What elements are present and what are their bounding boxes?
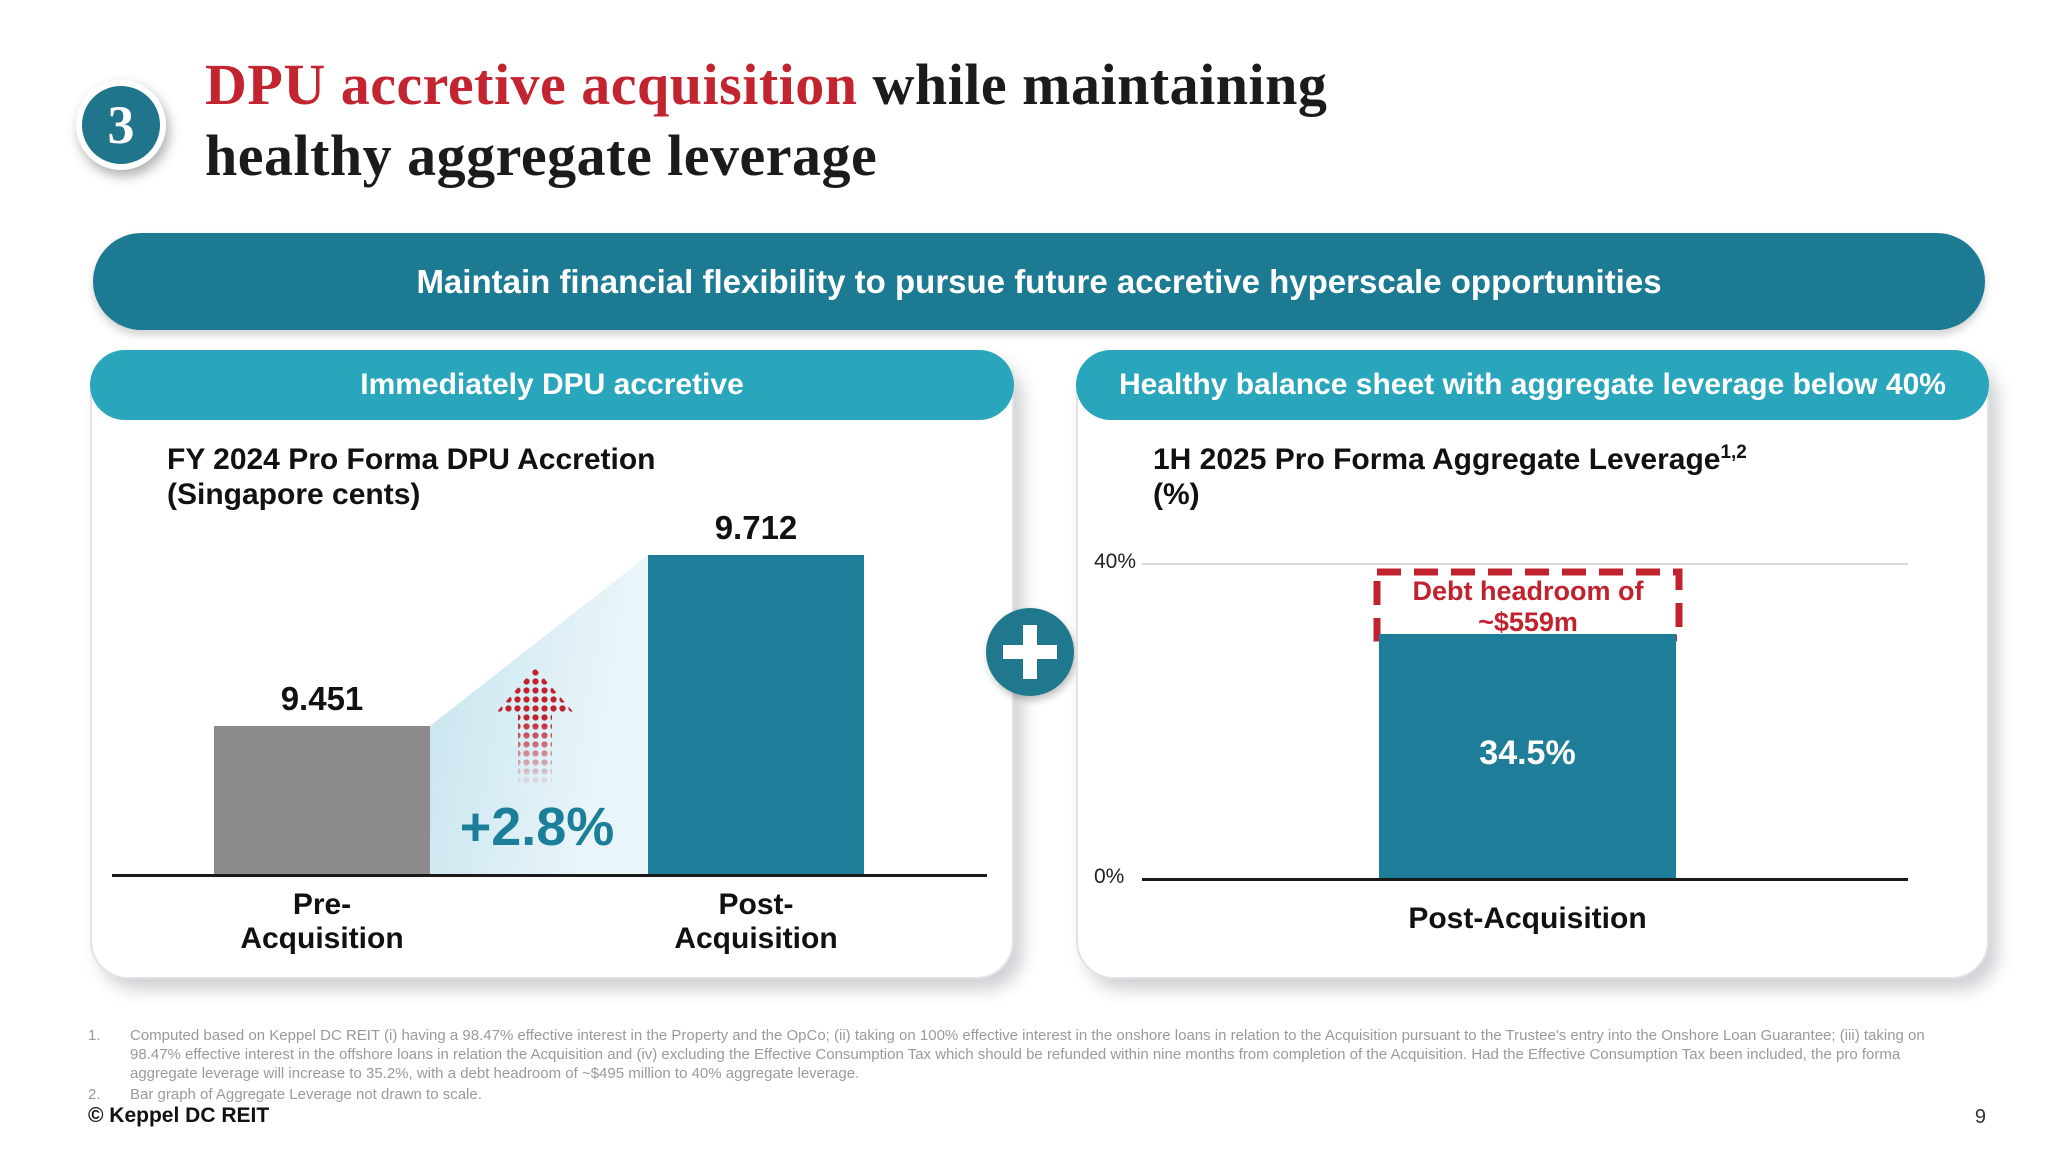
title-line2: healthy aggregate leverage <box>205 122 878 188</box>
right-panel-header: Healthy balance sheet with aggregate lev… <box>1076 350 1989 420</box>
left-panel-header: Immediately DPU accretive <box>90 350 1014 420</box>
page-number: 9 <box>1974 1106 1986 1128</box>
left-chart-unit-label: (Singapore cents) <box>167 478 421 512</box>
footnote-1: 1. Computed based on Keppel DC REIT (i) … <box>88 1026 1964 1083</box>
right-x-axis <box>1142 878 1908 881</box>
dpu-delta-label: +2.8% <box>459 797 615 857</box>
footnotes: 1. Computed based on Keppel DC REIT (i) … <box>88 1026 1964 1106</box>
left-panel-header-text: Immediately DPU accretive <box>360 368 744 401</box>
footnote-1-number: 1. <box>88 1027 101 1044</box>
bar-pre-acquisition <box>214 726 430 874</box>
right-chart-unit-label: (%) <box>1153 478 1200 512</box>
aggregate-leverage-panel: Healthy balance sheet with aggregate lev… <box>1076 350 1989 979</box>
leverage-value-label: 34.5% <box>1479 734 1576 772</box>
gridline-40pct <box>1142 563 1908 565</box>
right-chart-title-text: 1H 2025 Pro Forma Aggregate Leverage <box>1153 443 1721 476</box>
section-number: 3 <box>107 95 135 155</box>
category-label-post-acquisition-right: Post-Acquisition <box>1408 902 1647 935</box>
value-label-pre-acquisition: 9.451 <box>280 680 364 717</box>
footnote-2-number: 2. <box>88 1086 101 1104</box>
footnote-reference: 1,2 <box>1720 442 1747 463</box>
footnote-2: 2. Bar graph of Aggregate Leverage not d… <box>88 1085 1964 1104</box>
category-label-pre-acquisition: Pre-Acquisition <box>240 888 404 955</box>
left-chart-title: FY 2024 Pro Forma DPU Accretion (Singapo… <box>167 442 656 513</box>
bar-post-acquisition-leverage <box>1379 634 1676 878</box>
bar-post-acquisition <box>648 555 864 874</box>
plus-icon <box>986 608 1074 696</box>
value-label-post-acquisition: 9.712 <box>714 509 798 546</box>
title-highlight: DPU accretive acquisition <box>205 52 858 117</box>
left-chart-title-line1: FY 2024 Pro Forma DPU Accretion <box>167 443 656 476</box>
footnote-2-text: Bar graph of Aggregate Leverage not draw… <box>130 1086 482 1104</box>
y-tick-0pct: 0% <box>1094 865 1125 888</box>
debt-headroom-line2: ~$559m <box>1478 607 1578 638</box>
key-message-text: Maintain financial flexibility to pursue… <box>416 262 1662 300</box>
copyright-text: © Keppel DC REIT <box>88 1104 270 1127</box>
category-label-post-acquisition: Post-Acquisition <box>674 888 838 955</box>
right-panel-header-text: Healthy balance sheet with aggregate lev… <box>1119 368 1946 401</box>
section-number-badge: 3 <box>76 80 166 170</box>
debt-headroom-callout: Debt headroom of ~$559m <box>1373 568 1683 642</box>
dpu-accretion-panel: Immediately DPU accretive FY 2024 Pro Fo… <box>90 350 1014 979</box>
dashed-border <box>1373 568 1683 642</box>
left-x-axis <box>112 874 987 877</box>
title-rest-line1: while maintaining <box>872 52 1328 117</box>
right-chart-title: 1H 2025 Pro Forma Aggregate Leverage1,2 … <box>1153 442 1747 513</box>
key-message-banner: Maintain financial flexibility to pursue… <box>93 233 1985 330</box>
footnote-1-text: Computed based on Keppel DC REIT (i) hav… <box>130 1027 1925 1083</box>
growth-up-arrow-icon <box>495 668 575 788</box>
debt-headroom-line1: Debt headroom of <box>1412 576 1644 606</box>
y-tick-40pct: 40% <box>1094 550 1137 573</box>
debt-headroom-text: Debt headroom of ~$559m <box>1373 568 1683 638</box>
slide-title: DPU accretive acquisition while maintain… <box>205 50 1905 192</box>
right-chart-title-line1: 1H 2025 Pro Forma Aggregate Leverage1,2 <box>1153 442 1747 477</box>
